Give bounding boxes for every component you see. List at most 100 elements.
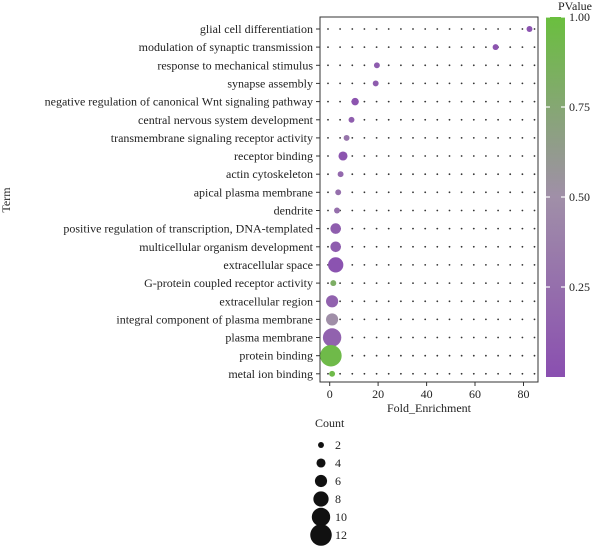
y-tick-labels: glial cell differentiation modulation of … (45, 22, 314, 381)
grid-dot (387, 336, 390, 339)
grid-dot (339, 46, 341, 48)
grid-dot (387, 173, 390, 176)
grid-dot (521, 28, 524, 30)
grid-dot (400, 155, 402, 157)
grid-dot (509, 137, 512, 139)
grid-dot (387, 155, 390, 157)
grid-dot (509, 245, 512, 248)
y-tick-label: negative regulation of canonical Wnt sig… (45, 95, 313, 109)
data-point (322, 328, 342, 347)
grid-dot (521, 264, 524, 266)
grid-dot (424, 64, 427, 67)
color-bar-tick-label: 1.00 (569, 10, 590, 24)
color-bar-ticks: 0.25 0.50 0.75 1.00 (546, 10, 590, 294)
grid-dot (485, 137, 487, 139)
grid-dot (509, 28, 512, 30)
grid-dot (400, 191, 402, 194)
grid-dot (436, 191, 439, 194)
y-tick-label: G-protein coupled receptor activity (144, 276, 313, 290)
grid-dot (497, 336, 499, 339)
grid-dot (375, 245, 378, 248)
grid-dot (363, 155, 366, 157)
grid-dot (351, 64, 354, 67)
grid-dot (363, 28, 366, 30)
grid-dot (497, 264, 499, 266)
grid-dot (448, 336, 451, 339)
grid-dot (436, 300, 439, 303)
grid-dot (363, 209, 366, 212)
y-tick-label: synapse assembly (227, 76, 313, 90)
grid-dot (424, 282, 427, 284)
grid-dot (424, 336, 427, 339)
color-bar (546, 17, 565, 377)
grid-dot (472, 336, 475, 339)
grid-dot (387, 264, 390, 266)
grid-dot (412, 64, 414, 67)
grid-dot (497, 354, 499, 357)
grid-dot (400, 137, 402, 139)
grid-dot (497, 100, 499, 103)
grid-dot (387, 137, 390, 139)
size-legend-label: 8 (335, 492, 341, 506)
grid-dot (375, 318, 378, 321)
grid-dot (327, 191, 329, 194)
grid-dot (400, 336, 402, 339)
grid-dot (339, 300, 341, 303)
grid-dot (424, 28, 427, 30)
y-tick-label: dendrite (274, 204, 313, 218)
grid-dot (339, 64, 341, 67)
size-legend: Count 2 4 6 8 10 12 (310, 416, 347, 546)
grid-dot (485, 173, 487, 176)
grid-dot (412, 173, 414, 176)
grid-dot (448, 46, 451, 48)
grid-dot (448, 173, 451, 176)
grid-dot (533, 155, 536, 157)
y-tick-label: glial cell differentiation (200, 22, 313, 36)
size-legend-label: 4 (335, 456, 341, 470)
data-point (334, 207, 340, 214)
grid-dot (387, 300, 390, 303)
grid-dot (521, 245, 524, 248)
grid-dot (472, 318, 475, 321)
grid-dot (424, 354, 427, 357)
grid-dot (424, 245, 427, 248)
y-tick-label: receptor binding (234, 149, 313, 163)
grid-dot (509, 336, 512, 339)
grid-dot (533, 300, 536, 303)
y-tick-label: central nervous system development (138, 113, 314, 127)
grid-dot (436, 64, 439, 67)
grid-dot (339, 282, 341, 284)
grid-dot (521, 118, 524, 121)
grid-dot (375, 227, 378, 230)
grid-dot (387, 191, 390, 194)
grid-dot (351, 137, 354, 139)
grid-dot (533, 82, 536, 85)
y-tick-label: actin cytoskeleton (226, 167, 313, 181)
grid-dot (412, 137, 414, 139)
grid-dot (472, 64, 475, 67)
grid-dot (509, 209, 512, 212)
y-tick-label: multicellular organism development (139, 240, 313, 254)
grid-dot (400, 173, 402, 176)
grid-dot (436, 155, 439, 157)
grid-dot (375, 100, 378, 103)
grid-dot (472, 155, 475, 157)
grid-dot (412, 100, 414, 103)
x-axis: 0 20 40 60 80 (327, 382, 530, 401)
grid-dot (497, 118, 499, 121)
grid-dot (497, 245, 499, 248)
grid-dot (363, 336, 366, 339)
data-point (372, 80, 379, 87)
x-tick-label: 0 (327, 387, 333, 401)
grid-dot (424, 318, 427, 321)
grid-dot (533, 318, 536, 321)
grid-dot (424, 100, 427, 103)
data-point (526, 26, 533, 32)
grid-dot (400, 46, 402, 48)
grid-dot (533, 173, 536, 176)
grid-dot (363, 300, 366, 303)
grid-dot (351, 300, 354, 303)
y-tick-label: protein binding (239, 349, 313, 363)
color-legend: PValue 0.25 0.50 0.75 1.00 (546, 0, 592, 377)
y-tick-label: transmembrane signaling receptor activit… (111, 131, 313, 145)
